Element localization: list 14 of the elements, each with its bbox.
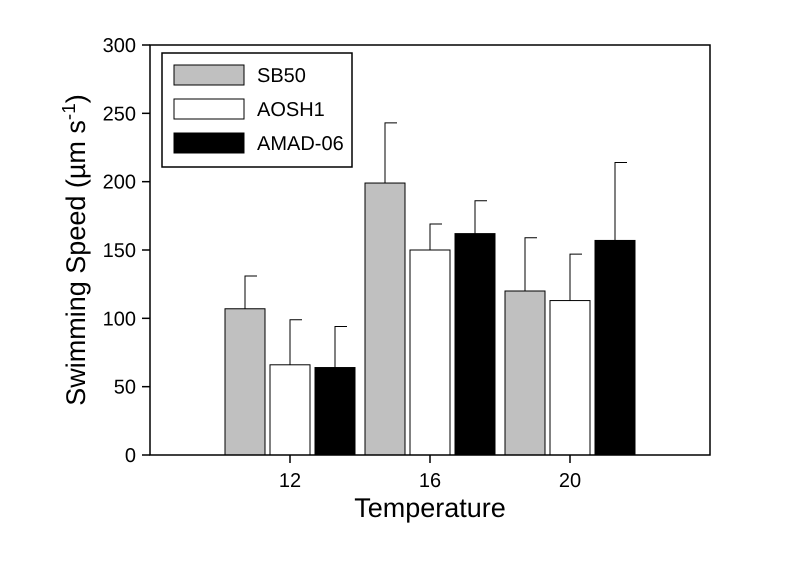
- y-tick-label: 100: [102, 308, 136, 330]
- legend-label: AOSH1: [257, 99, 325, 121]
- y-tick-label: 50: [114, 376, 136, 399]
- y-tick-label: 150: [102, 240, 136, 262]
- x-tick-label: 20: [558, 470, 582, 492]
- y-tick-label: 0: [124, 445, 136, 467]
- legend-label: SB50: [257, 65, 306, 87]
- y-tick-label: 200: [102, 172, 136, 194]
- x-axis-title: Temperature: [354, 493, 506, 523]
- y-tick-label: 250: [102, 103, 136, 126]
- x-tick-label: 12: [278, 470, 302, 492]
- x-tick-label: 16: [418, 470, 442, 492]
- legend-label: AMAD-06: [257, 133, 344, 155]
- y-tick-label: 300: [102, 35, 136, 57]
